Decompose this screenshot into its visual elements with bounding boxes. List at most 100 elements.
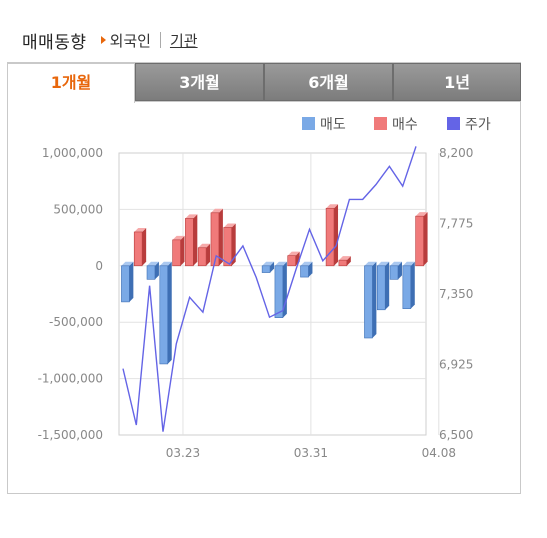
- bar-top: [262, 261, 275, 266]
- bar-side: [231, 223, 236, 266]
- bar-front: [121, 265, 130, 303]
- tab-1-year[interactable]: 1년: [393, 63, 521, 101]
- bar-front: [223, 227, 232, 267]
- buy-bar: [133, 227, 147, 267]
- bar-top: [121, 261, 134, 266]
- left-tick-label: -1,500,000: [38, 428, 103, 442]
- bar-top: [402, 261, 415, 266]
- tab-6-month[interactable]: 6개월: [264, 63, 393, 101]
- sell-bar: [376, 261, 390, 311]
- plot-frame: [118, 152, 427, 436]
- right-tick-label: 8,200: [439, 146, 473, 160]
- period-tabs: 1개월 3개월 6개월 1년: [7, 63, 521, 103]
- bar-front: [415, 215, 424, 267]
- legend-buy-swatch: [374, 117, 387, 130]
- left-tick-label: 0: [95, 259, 103, 273]
- bar-side: [167, 261, 172, 364]
- bar-top: [210, 208, 223, 213]
- bar-front: [172, 239, 181, 267]
- bar-front: [300, 265, 309, 278]
- sell-bar: [364, 261, 377, 339]
- bar-top: [377, 261, 390, 266]
- buy-bar: [415, 212, 428, 267]
- bar-front: [338, 259, 348, 267]
- legend-sell-swatch: [302, 117, 315, 130]
- bar-side: [270, 261, 275, 273]
- bar-top: [274, 261, 287, 266]
- sell-bar: [389, 261, 402, 280]
- bar-top: [300, 261, 313, 266]
- sell-bar: [402, 261, 415, 309]
- sell-bar: [261, 261, 275, 273]
- bar-front: [325, 207, 335, 267]
- bar-side: [346, 256, 351, 266]
- bar-top: [223, 223, 236, 228]
- bar-front: [261, 265, 271, 273]
- tab-underline: [135, 101, 520, 102]
- tab-3-month[interactable]: 3개월: [135, 63, 264, 101]
- bar-front: [197, 247, 207, 267]
- buy-bar: [197, 243, 211, 267]
- buy-bar: [185, 214, 198, 267]
- page-title: 매매동향: [22, 32, 87, 53]
- bar-front: [402, 265, 412, 309]
- bar-side: [372, 261, 377, 338]
- bar-side: [308, 261, 313, 278]
- bar-front: [364, 265, 373, 339]
- x-tick-label: 04.08: [422, 446, 456, 460]
- bar-top: [415, 212, 428, 217]
- legend-price-swatch: [447, 117, 460, 130]
- right-tick-label: 6,500: [439, 428, 473, 442]
- chart-legend: 매도 매수 주가: [302, 117, 491, 133]
- foreign-link[interactable]: 외국인: [109, 31, 151, 50]
- bar-front: [133, 231, 143, 267]
- legend-price-label: 주가: [465, 117, 491, 133]
- left-tick-label: 500,000: [53, 202, 103, 216]
- buy-bar: [172, 235, 185, 267]
- left-tick-label: -1,000,000: [38, 372, 103, 386]
- sell-bar: [274, 261, 287, 318]
- sell-bar: [146, 261, 159, 280]
- chart-panel: [7, 62, 521, 494]
- bar-side: [180, 235, 185, 266]
- tab-1-month[interactable]: 1개월: [7, 63, 135, 103]
- sell-bar: [300, 261, 313, 278]
- bar-side: [334, 204, 339, 266]
- bar-side: [142, 227, 147, 266]
- left-tick-label: -500,000: [49, 315, 103, 329]
- triangle-right-icon: [100, 36, 106, 44]
- bar-side: [193, 214, 198, 266]
- buy-bar: [223, 223, 236, 267]
- bar-top: [364, 261, 377, 266]
- bar-top: [390, 261, 402, 266]
- legend-sell-label: 매도: [320, 117, 346, 133]
- bar-top: [147, 261, 159, 266]
- bar-top: [338, 256, 351, 261]
- bar-side: [282, 261, 287, 318]
- sell-bar: [159, 261, 172, 365]
- bar-front: [376, 265, 386, 311]
- bar-front: [146, 265, 156, 280]
- left-tick-label: 1,000,000: [42, 146, 103, 160]
- institution-link[interactable]: 기관: [169, 31, 198, 50]
- bar-front: [185, 218, 194, 267]
- header: 매매동향 외국인 기관: [22, 28, 198, 53]
- bar-top: [134, 227, 147, 232]
- x-tick-label: 03.23: [166, 446, 200, 460]
- divider: [159, 32, 161, 48]
- price-line: [122, 146, 417, 432]
- x-tick-label: 03.31: [294, 446, 328, 460]
- bar-front: [287, 255, 296, 267]
- buy-bar: [210, 208, 223, 267]
- bar-top: [326, 204, 339, 209]
- bar-side: [385, 261, 390, 310]
- bar-top: [159, 261, 172, 266]
- buy-bar: [325, 204, 339, 267]
- bar-side: [218, 208, 223, 266]
- bar-side: [410, 261, 415, 309]
- right-tick-label: 6,925: [439, 358, 473, 372]
- bar-top: [185, 214, 198, 219]
- bar-side: [397, 261, 402, 280]
- right-tick-label: 7,775: [439, 217, 473, 231]
